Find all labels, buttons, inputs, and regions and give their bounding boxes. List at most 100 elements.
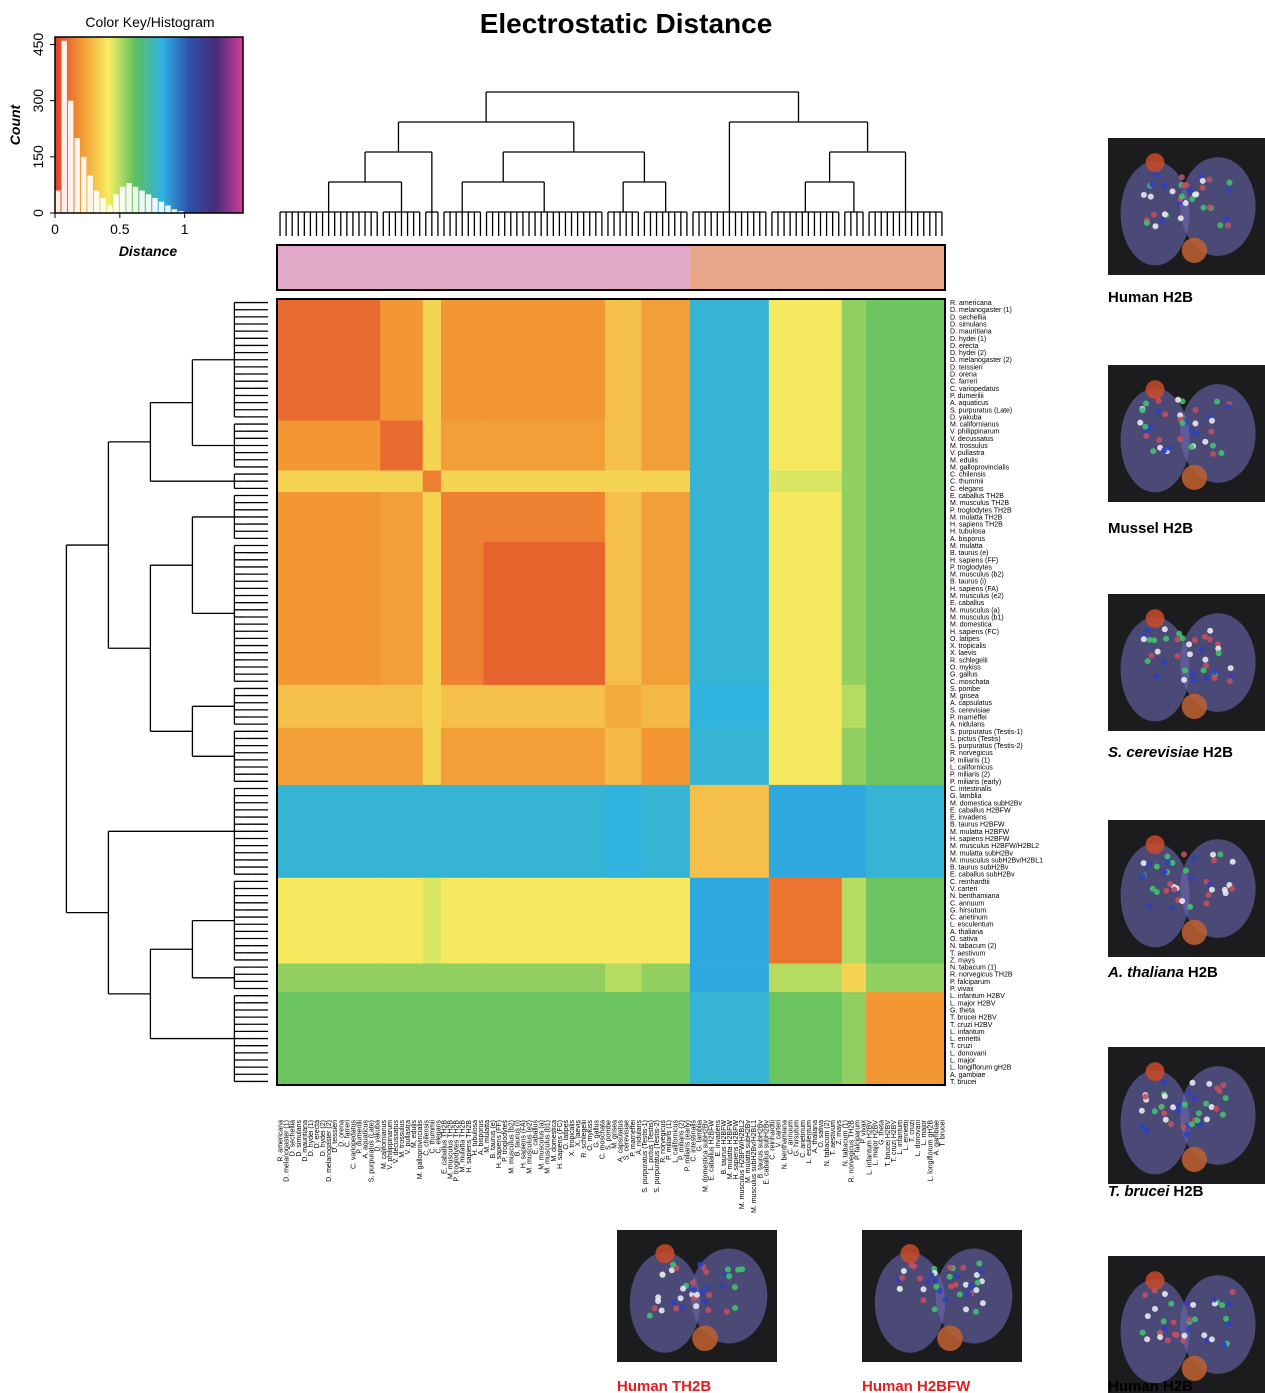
atom xyxy=(1154,889,1160,895)
atom xyxy=(703,1285,709,1291)
heatmap-cell xyxy=(866,992,945,1085)
atom xyxy=(1175,1102,1181,1108)
panel-label: Mussel H2B xyxy=(1108,520,1193,537)
heatmap-cell xyxy=(380,685,423,728)
heatmap-cell xyxy=(605,992,642,1085)
atom xyxy=(1177,436,1183,442)
atom xyxy=(1154,673,1160,679)
patch xyxy=(1146,1271,1165,1290)
panel-label-name: Human H2B xyxy=(1108,289,1193,306)
row-label: V. decussatus xyxy=(950,436,994,443)
row-label: R. schlegelii xyxy=(950,657,988,664)
row-label: V. carteri xyxy=(950,886,978,893)
heatmap-cell xyxy=(641,685,690,728)
atom xyxy=(1221,1342,1227,1348)
atom xyxy=(1204,901,1210,907)
heatmap-cell xyxy=(641,492,690,542)
row-label: L. longiflorum gH2B xyxy=(950,1065,1012,1072)
atom xyxy=(1148,653,1154,659)
heatmap-cell xyxy=(866,728,945,785)
histogram-bar xyxy=(61,41,66,213)
y-tick-label: 150 xyxy=(30,145,46,169)
atom xyxy=(957,1291,963,1297)
row-label: B. taurus (e) xyxy=(950,550,989,557)
row-label: S. cerevisiae xyxy=(950,707,990,714)
histogram-bar xyxy=(165,206,170,213)
row-label: V. pullastra xyxy=(950,450,984,457)
heatmap-cell xyxy=(866,542,945,685)
row-label: L. infantum H2BV xyxy=(950,993,1005,1000)
heatmap-cell xyxy=(483,964,605,993)
heatmap-cell xyxy=(483,492,605,542)
atom xyxy=(670,1262,676,1268)
atom xyxy=(1202,657,1208,663)
atom xyxy=(1139,1124,1145,1130)
heatmap-cell xyxy=(842,878,867,964)
heatmap-cell xyxy=(605,685,642,728)
patch xyxy=(937,1325,963,1351)
row-label: H. sapiens H2BFW xyxy=(950,836,1010,843)
patch xyxy=(1182,465,1207,490)
heatmap-cell xyxy=(441,542,484,685)
atom xyxy=(1207,636,1213,642)
heatmap-cell xyxy=(866,878,945,964)
atom xyxy=(1149,182,1155,188)
patch xyxy=(1146,835,1165,854)
heatmap-cell xyxy=(277,685,381,728)
heatmap-cell xyxy=(842,299,867,421)
atom xyxy=(1206,1081,1212,1087)
heatmap-cell xyxy=(769,299,842,421)
row-label: D. sechellia xyxy=(950,314,986,321)
row-label: M. musculus (e2) xyxy=(950,593,1004,600)
atom xyxy=(1192,420,1198,426)
heatmap-cell xyxy=(380,992,423,1085)
atom xyxy=(690,1280,696,1286)
row-label: R. americana xyxy=(950,300,992,307)
key-title: Color Key/Histogram xyxy=(85,14,214,30)
row-label: D. hydei (1) xyxy=(950,336,986,343)
atom xyxy=(1206,892,1212,898)
atom xyxy=(1190,855,1196,861)
atom xyxy=(1163,636,1169,642)
atom xyxy=(1175,1108,1181,1114)
heatmap-cell xyxy=(441,470,484,492)
row-label: L. major H2BV xyxy=(950,1000,996,1007)
row-label: H. sapiens TH2B xyxy=(950,522,1003,529)
row-label: D. mauritiana xyxy=(950,329,992,336)
x-axis-label: Distance xyxy=(119,243,178,259)
atom xyxy=(1199,647,1205,653)
atom xyxy=(1153,172,1159,178)
atom xyxy=(1209,1336,1215,1342)
heatmap-cell xyxy=(423,492,442,542)
row-label: P. marneffei xyxy=(950,715,987,722)
atom xyxy=(1152,1108,1158,1114)
atom xyxy=(1139,1108,1145,1114)
atom xyxy=(1172,1332,1178,1338)
row-label: T. brucei xyxy=(950,1079,977,1086)
heatmap-cell xyxy=(277,470,381,492)
atom xyxy=(1226,180,1232,186)
atom xyxy=(1174,637,1180,643)
atom xyxy=(1162,211,1168,217)
atom xyxy=(724,1309,730,1315)
heatmap-cell xyxy=(641,299,690,421)
row-label: C. thummii xyxy=(950,479,984,486)
heatmap-cell xyxy=(483,470,605,492)
atom xyxy=(1203,662,1209,668)
histogram-bar xyxy=(120,187,125,213)
heatmap-cell xyxy=(605,728,642,785)
atom xyxy=(1179,193,1185,199)
atom xyxy=(1230,1289,1236,1295)
heatmap-cell xyxy=(641,785,690,878)
row-label: E. caballus H2BFW xyxy=(950,807,1011,814)
atom xyxy=(1144,220,1150,226)
row-label: L. esculentum xyxy=(950,922,994,929)
row-label: M. edulis xyxy=(950,457,979,464)
histogram-bar xyxy=(68,101,73,213)
atom xyxy=(1194,1117,1200,1123)
panel-label-protein: H2B xyxy=(1188,964,1218,981)
atom xyxy=(1208,429,1214,435)
row-label: C. variopedatus xyxy=(950,386,1000,393)
heatmap-cell xyxy=(423,420,442,470)
heatmap-cell xyxy=(423,964,442,993)
